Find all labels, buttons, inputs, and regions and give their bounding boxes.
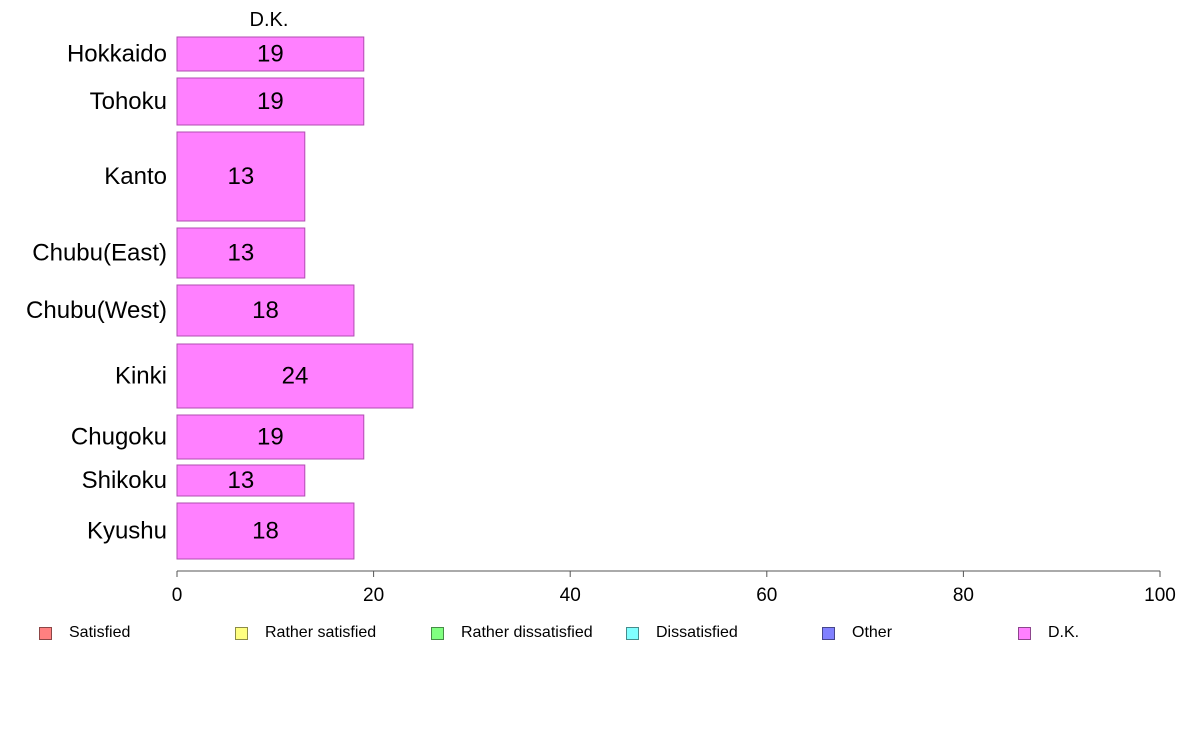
bar xyxy=(176,36,365,72)
bar xyxy=(176,284,355,337)
legend-label: Rather satisfied xyxy=(265,624,377,641)
legend-item: Rather dissatisfied xyxy=(431,622,593,644)
legend-swatch xyxy=(39,626,52,640)
column-header: D.K. xyxy=(250,9,289,31)
bar xyxy=(176,227,306,279)
legend-label: Rather dissatisfied xyxy=(461,624,593,641)
legend-swatch xyxy=(626,626,639,640)
x-tick-label: 40 xyxy=(560,585,581,606)
bar-value-label: 13 xyxy=(228,467,255,494)
bar xyxy=(176,77,365,126)
category-label: Chugoku xyxy=(71,424,167,451)
bar xyxy=(176,502,355,560)
legend-label: Dissatisfied xyxy=(656,624,738,641)
legend-swatch xyxy=(235,626,248,640)
bar-value-label: 18 xyxy=(252,518,279,545)
legend-swatch xyxy=(1018,626,1031,640)
legend-item: Satisfied xyxy=(39,622,130,644)
category-label: Shikoku xyxy=(82,467,167,494)
category-label: Chubu(West) xyxy=(26,297,167,324)
x-tick-label: 100 xyxy=(1144,585,1176,606)
legend-item: Dissatisfied xyxy=(626,622,738,644)
bar-value-label: 13 xyxy=(228,240,255,267)
bar-value-label: 24 xyxy=(282,363,309,390)
legend-label: Satisfied xyxy=(69,624,131,641)
bar-value-label: 13 xyxy=(228,163,255,190)
bar xyxy=(176,414,365,460)
bar xyxy=(176,343,414,409)
bar xyxy=(176,131,306,222)
x-tick-label: 20 xyxy=(363,585,384,606)
legend-item: Rather satisfied xyxy=(235,622,376,644)
category-label: Chubu(East) xyxy=(32,240,167,267)
category-label: Tohoku xyxy=(90,88,167,115)
x-axis: 0 20 40 60 80 100 xyxy=(172,570,1176,606)
legend: Satisfied Rather satisfied Rather dissatis… xyxy=(0,622,1188,646)
bar-value-label: 19 xyxy=(257,88,284,115)
category-label: Hokkaido xyxy=(67,41,167,68)
x-tick-label: 80 xyxy=(953,585,974,606)
bar-chart: D.K. Hokkaido 19 Tohoku 19 Kanto 13 Chubu(East… xyxy=(26,9,1176,606)
x-tick-label: 0 xyxy=(172,585,183,606)
category-label: Kanto xyxy=(104,163,167,190)
bar xyxy=(176,464,306,497)
legend-swatch xyxy=(431,626,444,640)
bar-value-label: 18 xyxy=(252,297,279,324)
category-label: Kyushu xyxy=(87,518,167,545)
legend-item: D.K. xyxy=(1018,622,1079,644)
legend-item: Other xyxy=(822,622,892,644)
bars-group: Hokkaido 19 Tohoku 19 Kanto 13 Chubu(East) 13 Ch… xyxy=(26,36,414,560)
bar-value-label: 19 xyxy=(257,424,284,451)
legend-label: D.K. xyxy=(1048,624,1080,641)
x-tick-label: 60 xyxy=(756,585,777,606)
bar-value-label: 19 xyxy=(257,41,284,68)
category-label: Kinki xyxy=(115,363,167,390)
legend-label: Other xyxy=(852,624,893,641)
legend-swatch xyxy=(822,626,835,640)
